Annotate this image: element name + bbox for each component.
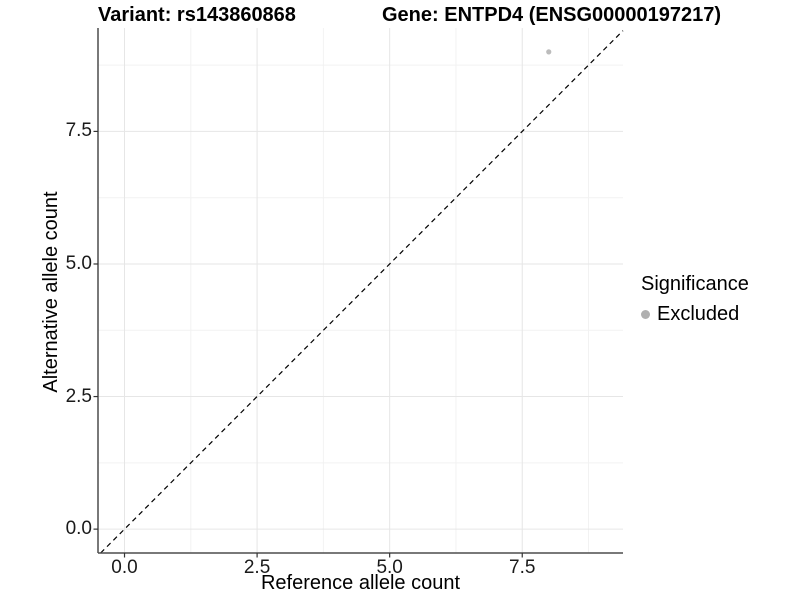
x-tick-label: 0.0 xyxy=(111,557,138,578)
x-tick-label: 2.5 xyxy=(243,557,271,578)
identity-reference-line xyxy=(100,30,624,554)
y-axis-title: Alternative allele count xyxy=(40,191,62,393)
data-point xyxy=(546,49,552,55)
plot-title-variant: Variant: rs143860868 xyxy=(98,4,296,26)
legend-entry-excluded: Excluded xyxy=(641,303,749,326)
x-tick-label: 7.5 xyxy=(509,557,536,578)
legend-entry-label: Excluded xyxy=(657,303,740,325)
x-axis-title: Reference allele count xyxy=(260,572,460,594)
y-tick-label: 5.0 xyxy=(65,252,92,274)
x-tick-label: 5.0 xyxy=(376,557,403,578)
plot-title-gene: Gene: ENTPD4 (ENSG00000197217) xyxy=(382,4,722,26)
legend-point-icon xyxy=(641,310,650,319)
y-tick-label: 0.0 xyxy=(65,518,92,540)
legend-title: Significance xyxy=(641,273,749,295)
y-tick-label: 2.5 xyxy=(65,385,92,407)
y-tick-label: 7.5 xyxy=(65,120,92,142)
legend: Significance Excluded xyxy=(641,273,749,326)
